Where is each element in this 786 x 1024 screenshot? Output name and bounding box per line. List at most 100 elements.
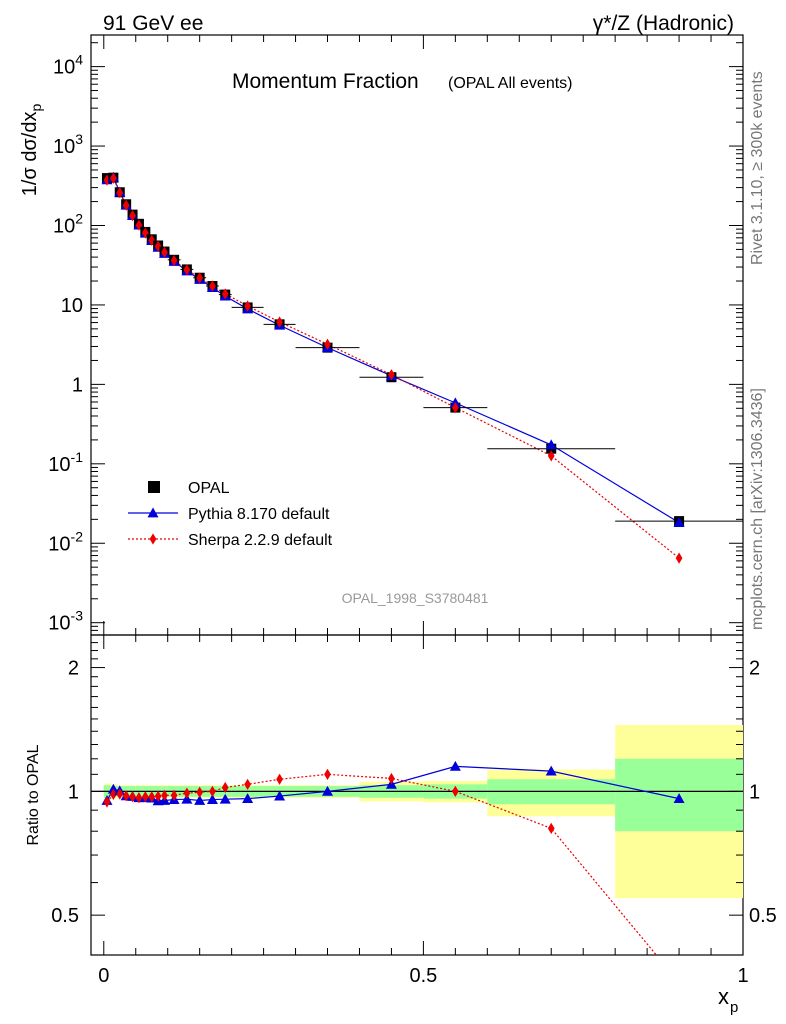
sherpa-point <box>161 246 168 258</box>
sherpa-ratio-point <box>148 791 156 803</box>
y-axis-title: 1/σ dσ/dxp <box>19 104 44 197</box>
legend-label: OPAL <box>188 480 230 497</box>
mcplots-reference-label: mcplots.cern.ch [arXiv:1306.3436] <box>749 388 766 630</box>
sherpa-point <box>451 401 459 414</box>
axis-ticks <box>91 35 744 955</box>
sherpa-ratio-point <box>116 788 124 800</box>
x-tick-label: 1 <box>737 965 748 987</box>
pythia-point <box>545 439 557 450</box>
sherpa-point <box>129 210 136 222</box>
sherpa-point <box>196 272 204 284</box>
sherpa-ratio-point <box>141 791 149 803</box>
y-tick-label-exponent: -1 <box>71 449 84 465</box>
process-energy-label: 91 GeV ee <box>103 12 203 35</box>
sherpa-ratio-point <box>170 789 178 801</box>
pythia-ratio-point <box>206 794 218 804</box>
main-data-markers <box>101 171 743 564</box>
y-tick-label: 10-3 <box>48 608 83 635</box>
ratio-uncertainty-bands <box>91 724 743 899</box>
sherpa-point <box>547 450 555 462</box>
y-axis-label: 1/σ dσ/dx <box>19 112 41 197</box>
sherpa-point <box>388 369 395 381</box>
sherpa-point <box>221 288 229 300</box>
sherpa-ratio-point <box>244 778 251 790</box>
chart-subtitle: (OPAL All events) <box>448 75 573 92</box>
sherpa-ratio-line <box>106 773 658 955</box>
sherpa-point <box>170 254 178 267</box>
legend-sherpa-marker <box>149 533 157 545</box>
sherpa-point <box>244 300 251 312</box>
y-tick-label-exponent: 4 <box>75 52 83 68</box>
legend-label: Pythia 8.170 default <box>188 506 330 523</box>
legend-label: Sherpa 2.2.9 default <box>188 532 333 549</box>
sherpa-point <box>209 280 216 292</box>
x-tick-label: 0 <box>98 965 109 987</box>
y-tick-label: 10-1 <box>48 449 83 476</box>
sherpa-ratio-point <box>196 786 204 798</box>
y-tick-label-base: 10 <box>53 136 75 158</box>
pythia-line <box>106 176 680 524</box>
sherpa-ratio-point <box>122 790 130 802</box>
chart-title: Momentum Fraction <box>232 70 419 93</box>
ratio-tick-label-right: 0.5 <box>749 905 777 927</box>
sherpa-ratio-point <box>103 796 111 808</box>
main-series-lines <box>106 176 680 559</box>
pythia-ratio-point <box>194 795 206 805</box>
y-tick-label-base: 10 <box>48 533 70 555</box>
sherpa-point <box>116 187 124 199</box>
pythia-ratio-point <box>274 790 286 801</box>
pythia-ratio-point <box>545 765 557 776</box>
y-tick-label-exponent: -3 <box>71 608 84 624</box>
legend-opal-marker <box>148 481 160 493</box>
ratio-data-markers <box>101 760 685 988</box>
sherpa-ratio-point <box>676 977 683 988</box>
x-axis-label-subscript: p <box>730 999 738 1016</box>
ratio-axis-title: Ratio to OPAL <box>25 744 42 845</box>
y-tick-label-base: 10 <box>53 57 75 79</box>
pythia-point <box>673 517 685 527</box>
ratio-tick-label: 1 <box>68 781 79 803</box>
sherpa-line <box>106 177 680 559</box>
sherpa-point <box>109 172 117 184</box>
y-tick-label-exponent: -2 <box>71 528 84 544</box>
pythia-ratio-point <box>322 785 334 796</box>
ratio-tick-label: 2 <box>68 658 79 680</box>
y-tick-label-base: 10 <box>53 215 75 237</box>
y-tick-label: 104 <box>53 52 83 79</box>
pythia-ratio-point <box>219 793 231 804</box>
sherpa-point <box>183 264 191 276</box>
y-tick-label: 10-2 <box>48 528 83 555</box>
rivet-version-label: Rivet 3.1.10, ≥ 300k events <box>749 71 766 265</box>
sherpa-ratio-point <box>109 788 117 801</box>
sherpa-ratio-point <box>135 792 143 804</box>
y-axis-label-subscript: p <box>28 104 44 112</box>
svg-text:1/σ dσ/dxp: 1/σ dσ/dxp <box>19 104 44 197</box>
analysis-id-label: OPAL_1998_S3780481 <box>342 590 489 606</box>
sherpa-ratio-point <box>183 787 191 799</box>
y-tick-label-base: 10 <box>48 613 70 635</box>
y-tick-label: 1 <box>72 374 83 396</box>
pythia-ratio-point <box>449 760 461 771</box>
sherpa-ratio-point <box>276 773 283 785</box>
sherpa-ratio-point <box>209 785 216 797</box>
legend-pythia-marker <box>147 507 159 518</box>
pythia-ratio-point <box>242 793 254 804</box>
y-tick-label: 102 <box>53 210 83 237</box>
y-tick-label: 10 <box>61 295 83 317</box>
sherpa-ratio-point <box>388 772 395 785</box>
sherpa-ratio-point <box>324 768 331 780</box>
y-tick-label-exponent: 2 <box>75 210 83 226</box>
x-axis-title: x p <box>718 984 738 1016</box>
sherpa-ratio-point <box>154 790 162 802</box>
y-tick-label-exponent: 3 <box>75 131 83 147</box>
ratio-tick-label-right: 2 <box>749 658 760 680</box>
sherpa-ratio-point <box>451 785 459 797</box>
pythia-ratio-point <box>107 783 119 794</box>
sherpa-point <box>276 316 283 328</box>
sherpa-point <box>675 552 683 564</box>
legend: OPAL Pythia 8.170 default Sherpa 2.2.9 def… <box>128 480 333 549</box>
sherpa-ratio-point <box>221 781 229 794</box>
y-tick-label-base: 10 <box>48 454 70 476</box>
